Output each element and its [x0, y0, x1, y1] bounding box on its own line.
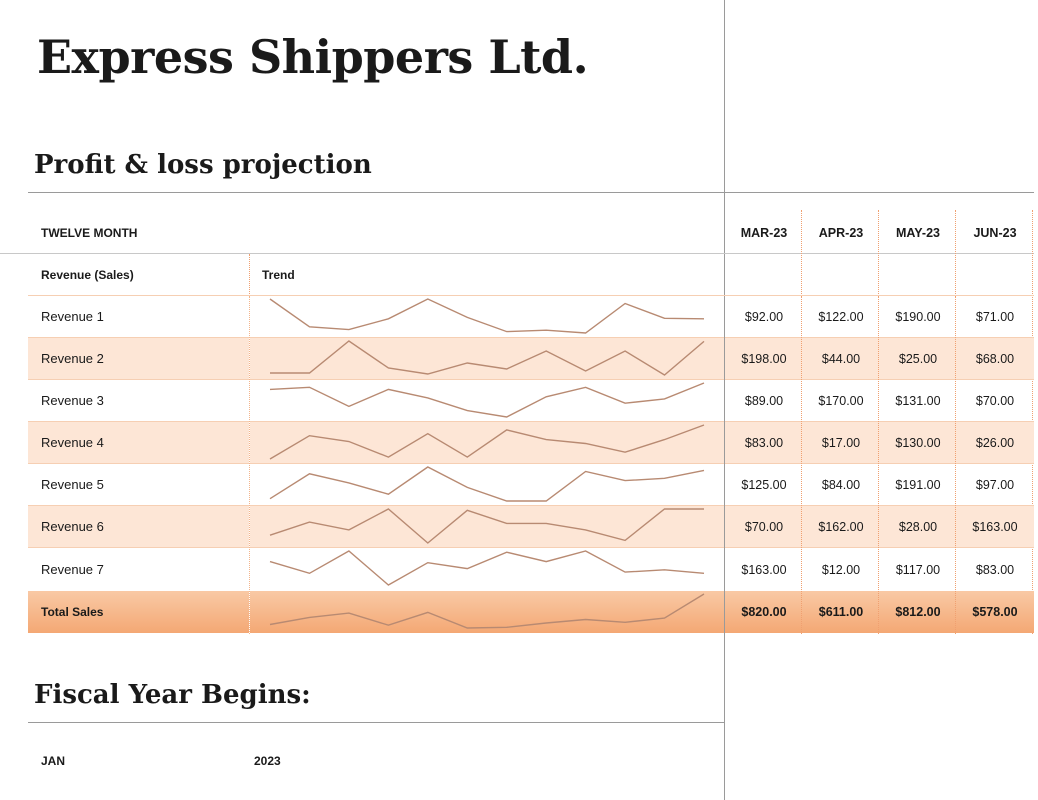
trend-sparkline [269, 424, 705, 460]
value-cell: $83.00 [975, 563, 1015, 577]
row-label: Revenue 1 [41, 309, 104, 324]
value-cell: $28.00 [898, 520, 938, 534]
value-cell: $131.00 [895, 394, 941, 408]
period-label: TWELVE MONTH [41, 226, 138, 240]
trend-sparkline [269, 466, 705, 502]
fiscal-rule [28, 722, 724, 723]
trend-sparkline [269, 298, 705, 334]
value-cell: $163.00 [741, 563, 787, 577]
value-cell: $92.00 [744, 310, 784, 324]
value-cell: $89.00 [744, 394, 784, 408]
value-cell: $71.00 [975, 310, 1015, 324]
month-header: MAR-23 [740, 226, 788, 240]
month-separator [878, 296, 879, 634]
value-cell: $190.00 [895, 310, 941, 324]
value-cell: $125.00 [741, 478, 787, 492]
value-cell: $117.00 [895, 563, 941, 577]
row-label: Revenue 4 [41, 435, 104, 450]
month-header: MAY-23 [895, 226, 940, 240]
sparkline-line [269, 424, 705, 460]
trend-sparkline [269, 382, 705, 418]
value-cell: $68.00 [975, 352, 1015, 366]
row-border [28, 337, 1034, 338]
trend-sparkline [270, 340, 705, 376]
total-value-cell: $820.00 [741, 605, 787, 619]
row-label: Revenue 6 [41, 519, 104, 534]
total-row [28, 591, 1034, 633]
value-cell: $17.00 [821, 436, 861, 450]
row-label: Revenue 3 [41, 393, 104, 408]
sparkline-line [269, 382, 705, 418]
table-row [28, 338, 1034, 380]
fiscal-month: JAN [41, 754, 66, 768]
column-divider-overlay [724, 296, 725, 634]
value-cell: $70.00 [744, 520, 784, 534]
header-rule [0, 253, 1034, 254]
fiscal-year: 2023 [254, 754, 281, 768]
sparkline-line [270, 340, 705, 376]
table-row [28, 506, 1034, 548]
value-cell: $170.00 [818, 394, 864, 408]
value-cell: $122.00 [818, 310, 864, 324]
total-value-cell: $611.00 [818, 605, 864, 619]
company-title: Express Shippers Ltd. [37, 30, 589, 84]
month-separator [955, 296, 956, 634]
subtitle-rule [28, 192, 1034, 193]
month-header: APR-23 [818, 226, 864, 240]
value-cell: $83.00 [744, 436, 784, 450]
report-subtitle: Profit & loss projection [34, 150, 372, 180]
sparkline-line [269, 298, 705, 334]
fiscal-year-title: Fiscal Year Begins: [34, 680, 311, 710]
value-cell: $198.00 [741, 352, 787, 366]
value-cell: $84.00 [821, 478, 861, 492]
table-row [28, 422, 1034, 464]
value-cell: $25.00 [898, 352, 938, 366]
value-cell: $26.00 [975, 436, 1015, 450]
total-value-cell: $812.00 [895, 605, 941, 619]
value-cell: $130.00 [895, 436, 941, 450]
sparkline-line [269, 466, 705, 502]
value-cell: $163.00 [972, 520, 1018, 534]
value-cell: $162.00 [818, 520, 864, 534]
total-value-cell: $578.00 [972, 605, 1018, 619]
value-cell: $191.00 [895, 478, 941, 492]
trend-column-dashes [249, 296, 250, 634]
trend-column-header: Trend [262, 268, 295, 282]
row-border [28, 463, 1034, 464]
sparkline-line [269, 508, 704, 544]
month-header: JUN-23 [973, 226, 1017, 240]
row-border [28, 379, 1034, 380]
trend-sparkline [269, 550, 705, 586]
sparkline-line [269, 593, 705, 629]
value-cell: $12.00 [821, 563, 861, 577]
trend-sparkline [269, 508, 704, 544]
row-label: Revenue 5 [41, 477, 104, 492]
row-border [28, 295, 1034, 296]
revenue-column-header: Revenue (Sales) [41, 268, 134, 282]
value-cell: $97.00 [975, 478, 1015, 492]
total-trend-sparkline [269, 593, 705, 629]
row-border [28, 421, 1034, 422]
sparkline-line [269, 550, 705, 586]
row-border [28, 505, 1034, 506]
month-separator [801, 296, 802, 634]
row-label: Revenue 2 [41, 351, 104, 366]
total-label: Total Sales [41, 605, 104, 619]
value-cell: $70.00 [975, 394, 1015, 408]
row-border [28, 547, 1034, 548]
row-label: Revenue 7 [41, 562, 104, 577]
value-cell: $44.00 [821, 352, 861, 366]
